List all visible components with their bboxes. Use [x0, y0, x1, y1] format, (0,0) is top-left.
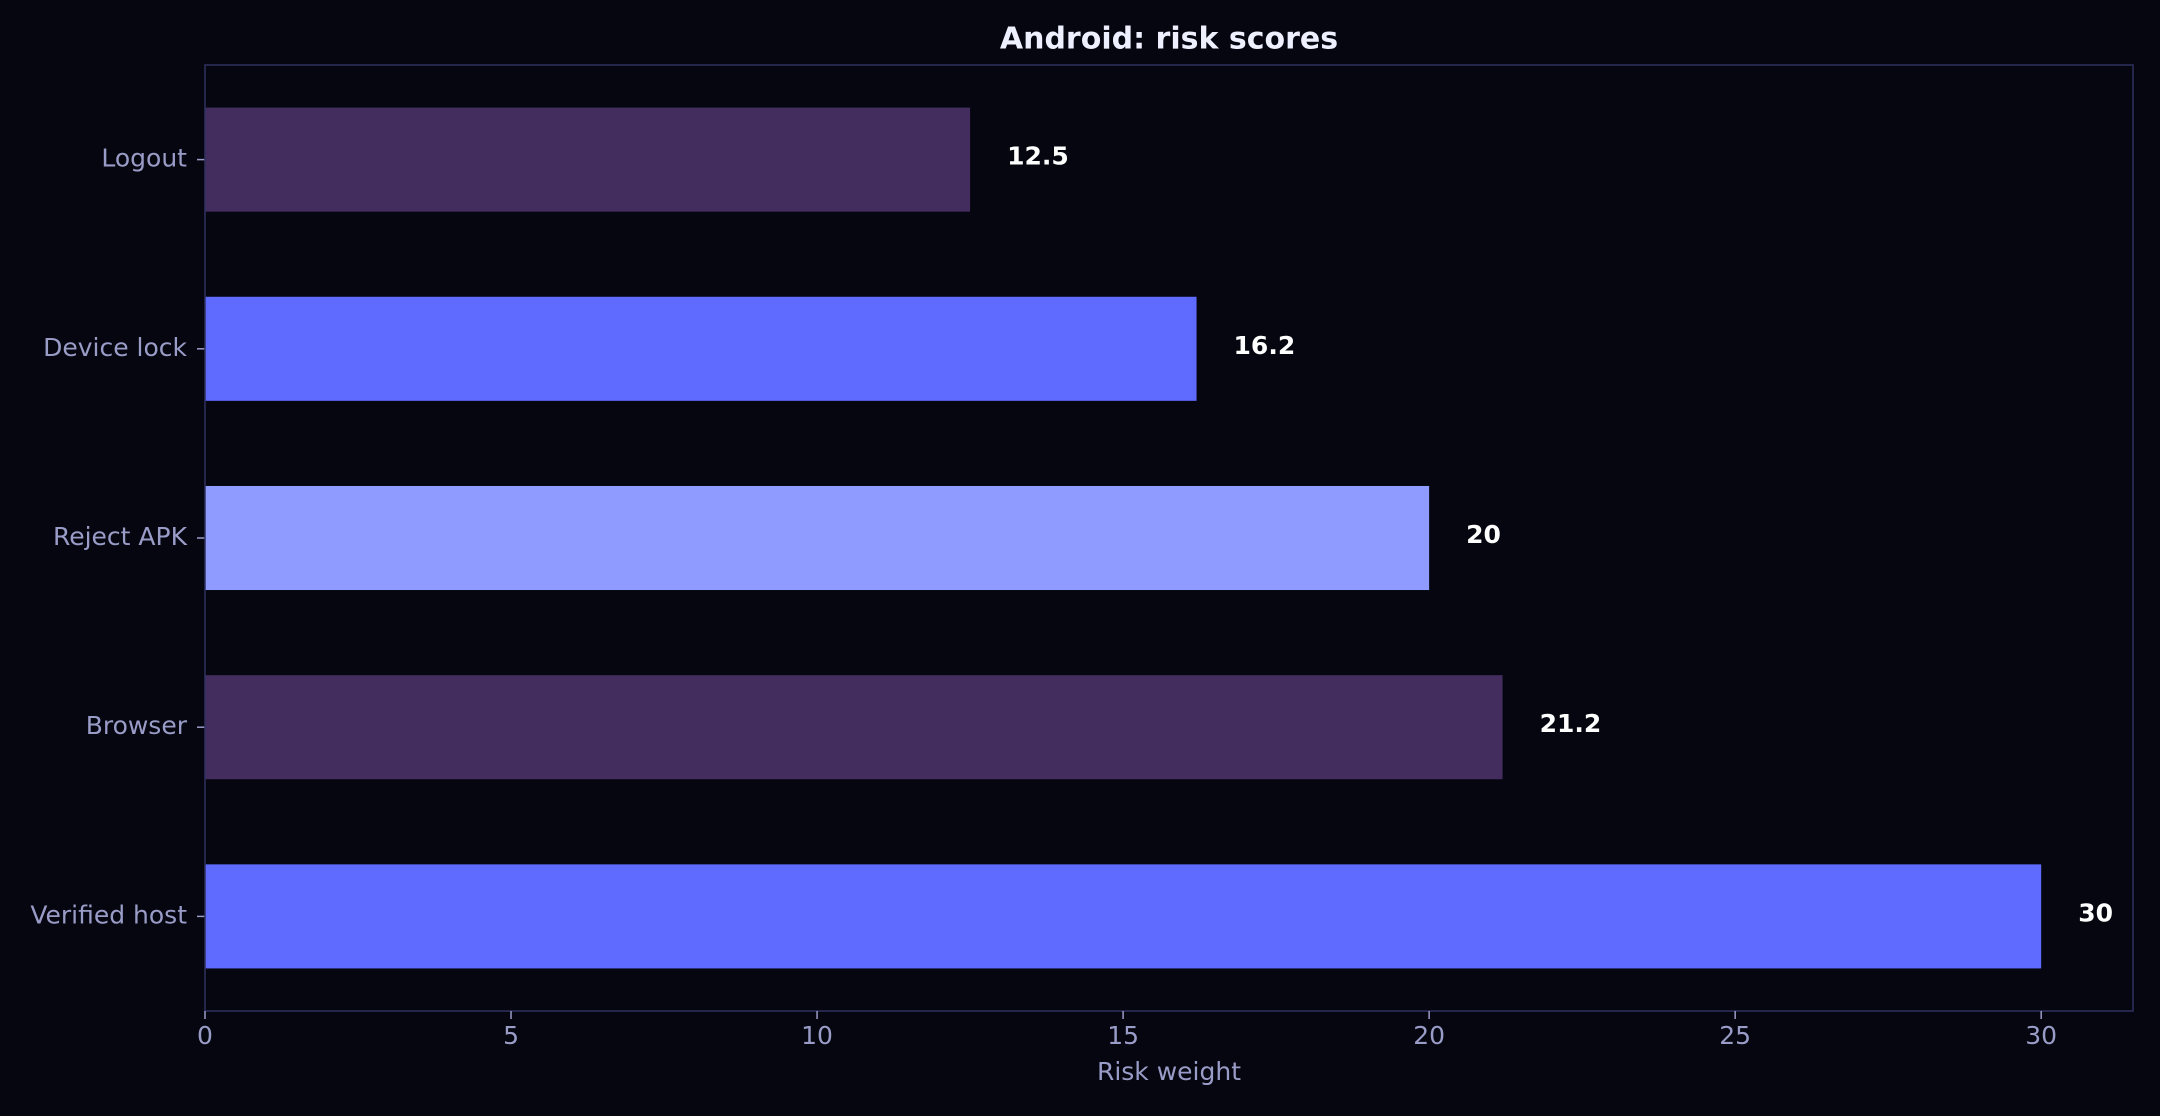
x-tick-label: 15 — [1107, 1021, 1139, 1050]
x-tick-label: 20 — [1413, 1021, 1445, 1050]
y-tick-label: Device lock — [43, 333, 187, 362]
x-axis-label: Risk weight — [1097, 1057, 1241, 1086]
bar — [205, 485, 1430, 591]
chart-title: Android: risk scores — [1000, 22, 1338, 57]
bar — [205, 107, 971, 212]
y-tick-label: Logout — [101, 144, 187, 173]
bar — [205, 675, 1503, 780]
plot-frame — [204, 64, 2134, 1012]
y-tick-label: Browser — [86, 711, 188, 740]
y-tick-label: Verified host — [30, 900, 187, 929]
x-tick-label: 5 — [503, 1021, 519, 1050]
value-label: 12.5 — [1007, 142, 1069, 171]
y-tick-label: Reject APK — [53, 522, 188, 551]
x-tick-label: 0 — [197, 1021, 213, 1050]
x-tick-label: 25 — [1719, 1021, 1751, 1050]
x-tick-label: 10 — [801, 1021, 833, 1050]
value-label: 30 — [2078, 898, 2113, 927]
value-label: 16.2 — [1234, 331, 1296, 360]
bar — [205, 296, 1197, 401]
value-label: 21.2 — [1540, 709, 1602, 738]
value-label: 20 — [1466, 520, 1501, 549]
bar — [205, 864, 2042, 969]
x-tick-label: 30 — [2025, 1021, 2057, 1050]
